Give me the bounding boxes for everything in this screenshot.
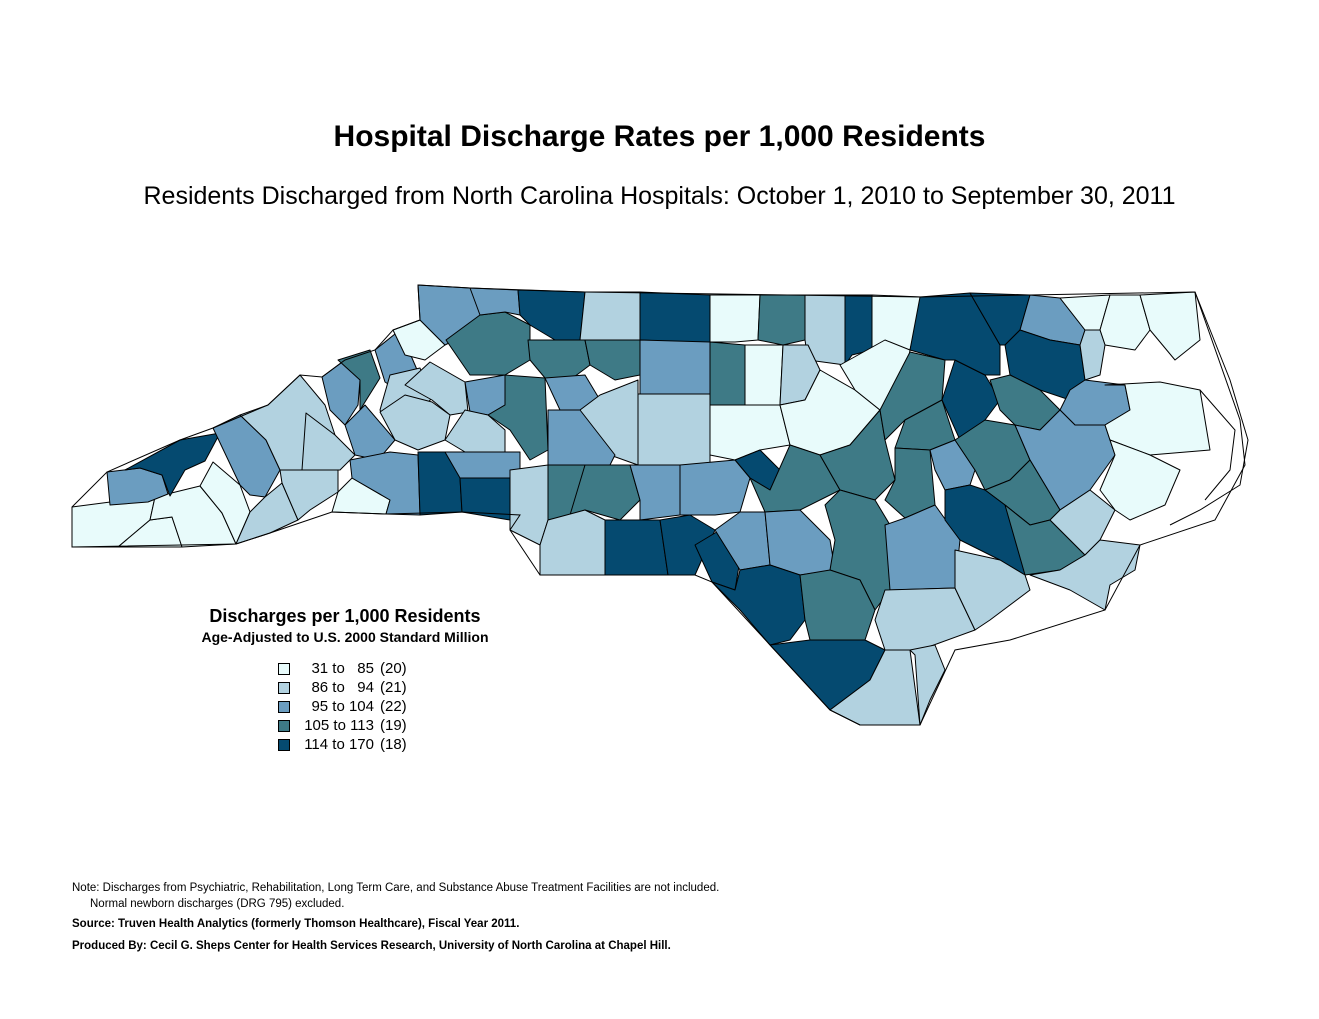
county-region bbox=[1099, 439, 1181, 521]
county-region bbox=[909, 644, 946, 726]
state-outline bbox=[1169, 291, 1249, 526]
legend-item: 31 to 85 (20) bbox=[278, 659, 530, 678]
footnotes: Note: Discharges from Psychiatric, Rehab… bbox=[72, 880, 719, 954]
county-region bbox=[639, 291, 711, 343]
county-region bbox=[764, 509, 836, 576]
county-region bbox=[124, 432, 221, 497]
legend-range: 105 to 113 bbox=[304, 717, 374, 734]
map-subtitle: Residents Discharged from North Carolina… bbox=[143, 182, 1176, 210]
legend-items: 31 to 85 (20) 86 to 94 (21) 95 to 104 (2… bbox=[278, 659, 530, 754]
legend-swatch bbox=[278, 719, 290, 732]
county-region bbox=[337, 349, 381, 411]
legend-range: 86 to 94 bbox=[311, 679, 374, 696]
county-region bbox=[709, 294, 761, 343]
legend-count: (22) bbox=[380, 698, 407, 715]
county-region bbox=[379, 394, 451, 451]
legend-swatch bbox=[278, 681, 290, 694]
state-outline bbox=[1199, 389, 1236, 501]
county-region bbox=[744, 344, 784, 406]
county-region bbox=[509, 464, 549, 546]
map-legend: Discharges per 1,000 Residents Age-Adjus… bbox=[160, 606, 530, 754]
county-region bbox=[487, 374, 549, 461]
county-region bbox=[547, 409, 616, 466]
county-region bbox=[954, 549, 1031, 631]
county-region bbox=[679, 459, 751, 516]
county-region bbox=[349, 451, 421, 516]
county-region bbox=[1029, 539, 1141, 611]
county-region bbox=[301, 412, 356, 471]
county-region bbox=[579, 291, 641, 341]
county-region bbox=[804, 294, 846, 366]
state-outline bbox=[71, 284, 1246, 726]
legend-count: (21) bbox=[380, 679, 407, 696]
county-region bbox=[604, 519, 669, 576]
county-region bbox=[584, 339, 641, 381]
legend-item: 86 to 94 (21) bbox=[278, 678, 530, 697]
legend-range: 95 to 104 bbox=[311, 698, 374, 715]
legend-swatch bbox=[278, 662, 290, 675]
county-region bbox=[629, 464, 681, 521]
note-newborn: Normal newborn discharges (DRG 795) excl… bbox=[90, 898, 345, 910]
county-region bbox=[637, 393, 711, 466]
legend-count: (19) bbox=[380, 717, 407, 734]
county-region bbox=[709, 404, 791, 461]
note-exclusions: Note: Discharges from Psychiatric, Rehab… bbox=[72, 882, 720, 894]
county-region bbox=[527, 339, 591, 381]
legend-item: 95 to 104 (22) bbox=[278, 697, 530, 716]
county-region bbox=[1079, 329, 1106, 381]
county-region bbox=[1139, 291, 1201, 361]
county-region bbox=[539, 509, 606, 576]
county-region bbox=[344, 404, 396, 461]
legend-count: (18) bbox=[380, 736, 407, 753]
legend-count: (20) bbox=[380, 660, 407, 677]
legend-title: Discharges per 1,000 Residents bbox=[209, 606, 481, 626]
county-region bbox=[709, 341, 746, 406]
legend-item: 105 to 113 (19) bbox=[278, 716, 530, 735]
county-region bbox=[757, 294, 806, 346]
legend-item: 114 to 170 (18) bbox=[278, 735, 530, 754]
legend-swatch bbox=[278, 700, 290, 713]
legend-range: 114 to 170 bbox=[304, 736, 374, 753]
county-region bbox=[639, 339, 711, 395]
legend-range: 31 to 85 bbox=[311, 660, 374, 677]
map-title: Hospital Discharge Rates per 1,000 Resid… bbox=[333, 120, 986, 153]
county-region bbox=[799, 569, 876, 641]
produced-by-note: Produced By: Cecil G. Sheps Center for H… bbox=[72, 940, 671, 952]
legend-swatch bbox=[278, 738, 290, 751]
legend-subtitle: Age-Adjusted to U.S. 2000 Standard Milli… bbox=[201, 629, 489, 645]
source-note: Source: Truven Health Analytics (formerl… bbox=[72, 918, 520, 930]
